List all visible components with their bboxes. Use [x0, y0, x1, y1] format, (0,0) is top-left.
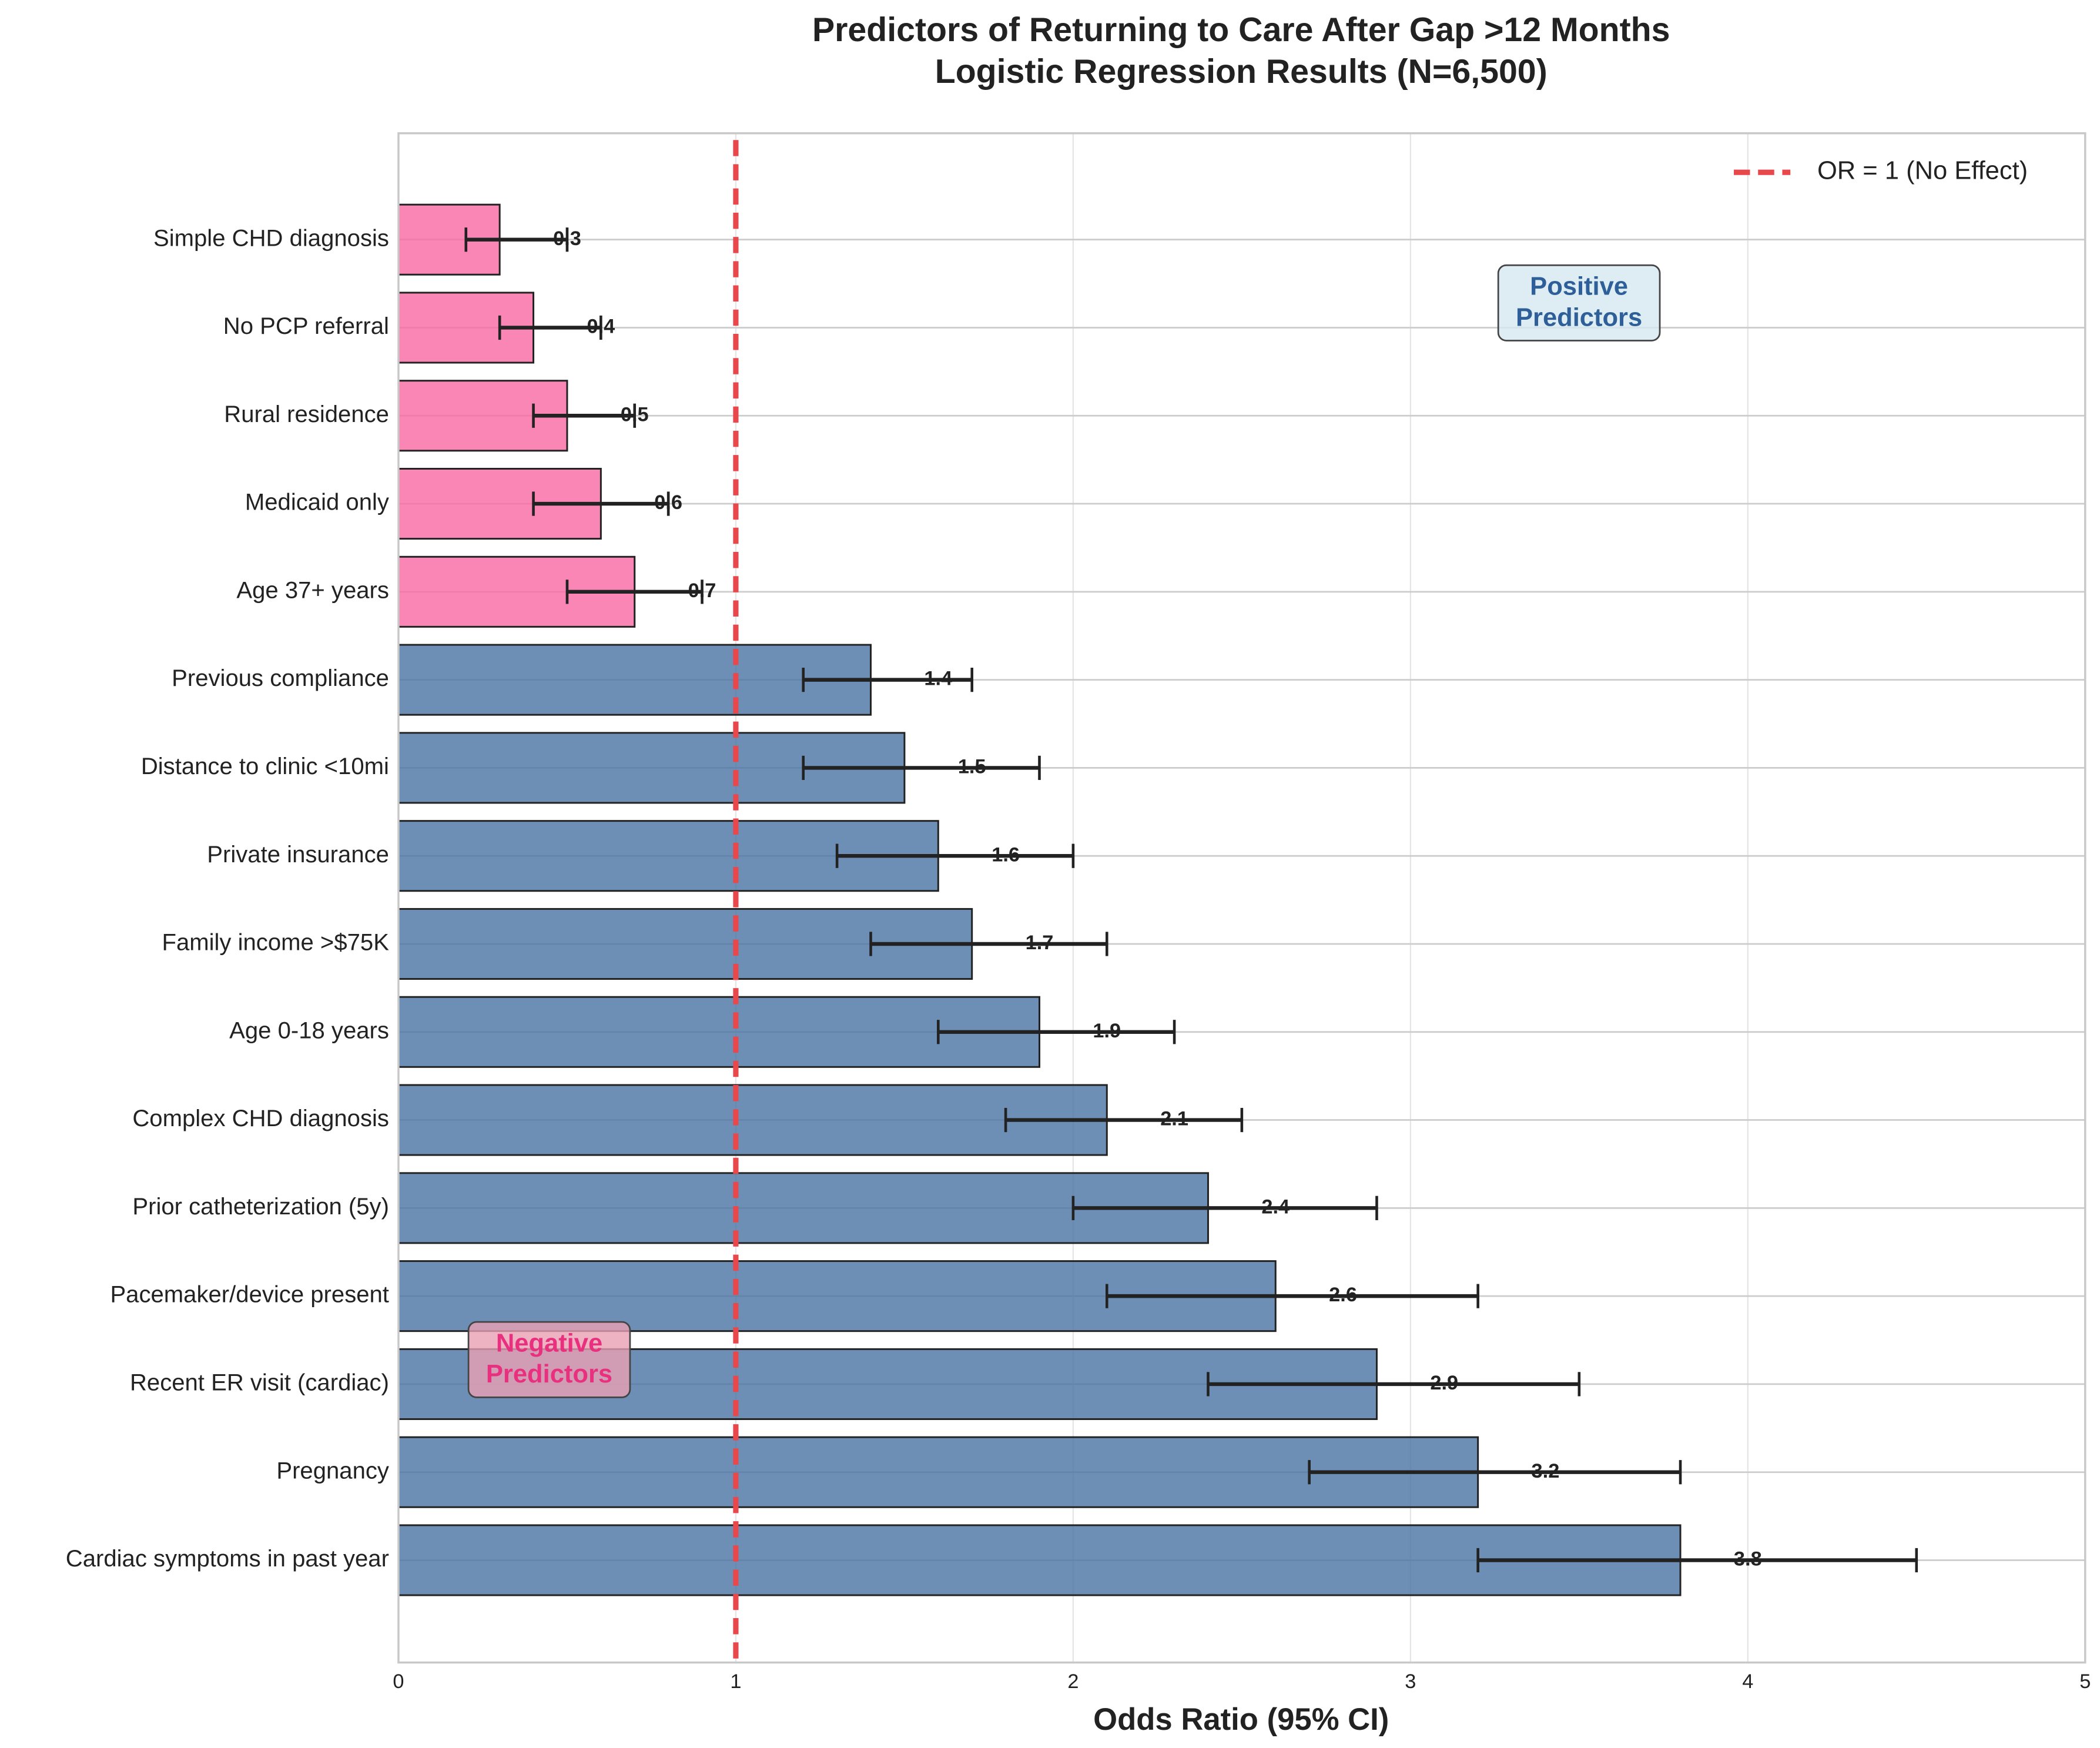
value-label: 0.7 — [688, 580, 716, 602]
y-tick-label: No PCP referral — [223, 313, 389, 339]
y-tick-label: Previous compliance — [172, 665, 389, 691]
x-tick-label: 3 — [1405, 1670, 1416, 1693]
value-label: 1.7 — [1026, 932, 1054, 954]
legend-label: OR = 1 (No Effect) — [1817, 157, 2028, 185]
y-tick-label: Complex CHD diagnosis — [132, 1106, 389, 1131]
value-label: 0.3 — [553, 227, 581, 250]
y-tick-label: Cardiac symptoms in past year — [66, 1546, 389, 1572]
y-tick-label: Pregnancy — [276, 1458, 389, 1484]
bar — [397, 1524, 1682, 1596]
y-tick-label: Medicaid only — [245, 490, 389, 515]
x-tick-label: 4 — [1742, 1670, 1753, 1693]
value-label: 1.5 — [958, 755, 986, 778]
value-label: 3.2 — [1532, 1460, 1560, 1482]
y-tick-label: Age 0-18 years — [229, 1017, 389, 1043]
annotation-box — [467, 1321, 631, 1398]
bar — [397, 644, 872, 716]
x-axis-label: Odds Ratio (95% CI) — [1093, 1702, 1389, 1737]
bar — [397, 996, 1040, 1068]
y-tick-label: Simple CHD diagnosis — [153, 225, 389, 251]
x-tick-label: 0 — [393, 1670, 404, 1693]
value-label: 0.5 — [621, 403, 649, 426]
chart-title: Predictors of Returning to Care After Ga… — [812, 11, 1670, 49]
annotation-text: Negative — [496, 1330, 602, 1358]
bar — [397, 1084, 1108, 1156]
y-tick-label: Age 37+ years — [236, 577, 389, 603]
value-label: 2.4 — [1261, 1196, 1290, 1218]
plot-frame — [397, 132, 2086, 1664]
value-label: 0.6 — [654, 491, 682, 514]
y-tick-label: Prior catheterization (5y) — [132, 1194, 389, 1220]
value-label: 1.4 — [924, 668, 952, 690]
value-label: 0.4 — [587, 316, 615, 338]
value-label: 1.9 — [1093, 1020, 1121, 1042]
annotation-text: Predictors — [1516, 303, 1642, 331]
y-tick-label: Distance to clinic <10mi — [141, 754, 389, 779]
value-label: 2.9 — [1430, 1372, 1458, 1394]
x-tick-label: 1 — [730, 1670, 741, 1693]
value-label: 3.8 — [1734, 1548, 1762, 1570]
value-label: 1.6 — [992, 843, 1020, 866]
y-tick-label: Family income >$75K — [162, 930, 389, 956]
annotation-box — [1497, 264, 1661, 341]
annotation-text: Predictors — [486, 1360, 612, 1388]
x-tick-label: 5 — [2079, 1670, 2091, 1693]
value-label: 2.6 — [1329, 1284, 1357, 1306]
y-tick-label: Pacemaker/device present — [110, 1282, 389, 1308]
value-label: 2.1 — [1160, 1108, 1188, 1130]
y-tick-label: Private insurance — [207, 842, 389, 868]
x-tick-label: 2 — [1067, 1670, 1079, 1693]
y-tick-label: Recent ER visit (cardiac) — [130, 1370, 389, 1396]
chart-subtitle: Logistic Regression Results (N=6,500) — [935, 53, 1548, 91]
y-tick-label: Rural residence — [224, 401, 389, 427]
annotation-text: Positive — [1530, 273, 1628, 301]
